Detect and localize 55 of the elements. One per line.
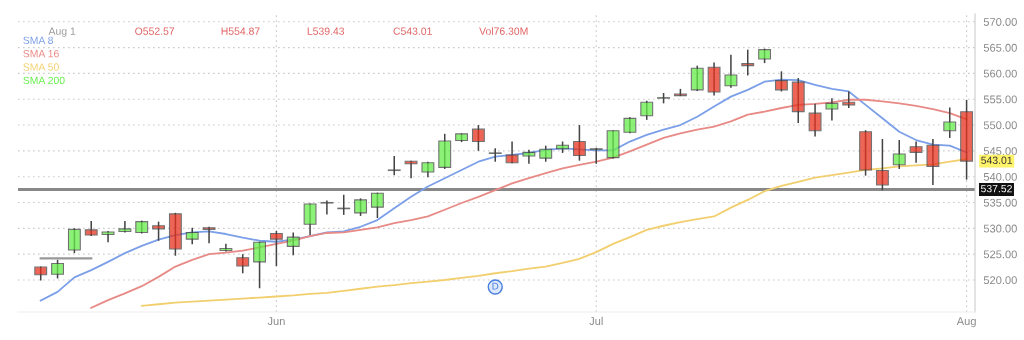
candlestick [875,138,889,191]
candlestick [286,231,300,256]
y-tick-label: 535.00 [983,198,1017,207]
ref-line-label: 537.52 [980,184,1012,193]
x-tick-label: Jun [267,317,285,326]
candlestick [943,106,957,139]
candlestick [303,202,317,236]
annotation: Vol76.30M [479,27,528,35]
candlestick [202,226,216,245]
y-tick-label: 545.00 [983,147,1017,155]
candlestick [892,139,906,170]
candlestick [589,146,603,165]
candlestick [370,191,384,219]
text: SMA 50 [23,63,59,71]
candlestick [808,103,822,138]
candlestick [152,220,166,242]
candlestick [640,100,654,121]
candlestick [471,124,485,152]
y-tick-label: 525.00 [983,250,1017,259]
legend-label: SMA 200 [23,76,65,85]
candlestick [67,227,81,254]
candlestick [320,199,334,216]
candlestick [690,64,704,92]
annotation: D [492,282,499,290]
y-tick-label: 565.00 [983,43,1017,52]
text: SMA 16 [23,49,59,58]
candlestick [387,155,401,176]
y-tick-label: 520.00 [983,276,1017,285]
y-tick-label: 540.00 [983,172,1017,181]
candlestick [741,48,755,77]
candlestick [269,230,283,267]
annotation: L539.43 [307,27,345,35]
candlestick [572,124,586,162]
annotation: Aug 1 [48,27,76,37]
candlestick [842,90,856,109]
y-tick-label: 555.00 [983,95,1017,104]
y-tick-label: 550.00 [983,121,1017,130]
x-tick-label: Aug [956,317,976,328]
y-tick-label: 570.00 [983,18,1017,26]
candlestick [926,138,940,186]
y-tick-label: 560.00 [983,69,1017,78]
annotation: H554.87 [221,27,260,35]
candlestick [724,54,738,89]
annotation: O552.57 [135,27,175,35]
candlestick [253,240,267,290]
candlestick [909,140,923,164]
text: SMA 8 [23,36,54,44]
candlestick [236,253,250,275]
y-tick-label: 530.00 [983,224,1017,233]
annotation: C543.01 [393,27,432,35]
candlestick [825,97,839,122]
x-tick-label: Jul [589,316,603,326]
text: 543.01 [981,156,1013,164]
candlestick [488,147,502,163]
candlestick [51,259,65,280]
